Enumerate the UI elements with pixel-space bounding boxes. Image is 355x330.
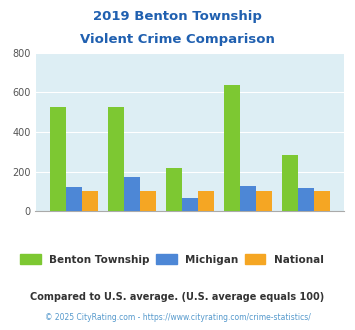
Text: 2019 Benton Township: 2019 Benton Township xyxy=(93,10,262,23)
Bar xyxy=(282,155,298,211)
Bar xyxy=(182,198,198,211)
Bar xyxy=(224,85,240,211)
Bar xyxy=(124,177,140,211)
Legend: Benton Township, Michigan, National: Benton Township, Michigan, National xyxy=(16,249,328,269)
Bar xyxy=(198,191,214,211)
Bar xyxy=(256,191,272,211)
Bar xyxy=(140,191,156,211)
Bar xyxy=(66,187,82,211)
Bar xyxy=(108,107,124,211)
Bar xyxy=(298,188,314,211)
Bar xyxy=(165,168,182,211)
Text: © 2025 CityRating.com - https://www.cityrating.com/crime-statistics/: © 2025 CityRating.com - https://www.city… xyxy=(45,313,310,322)
Text: Violent Crime Comparison: Violent Crime Comparison xyxy=(80,33,275,46)
Bar xyxy=(314,191,330,211)
Bar xyxy=(240,186,256,211)
Text: Compared to U.S. average. (U.S. average equals 100): Compared to U.S. average. (U.S. average … xyxy=(31,292,324,302)
Bar xyxy=(50,107,66,211)
Bar xyxy=(82,191,98,211)
